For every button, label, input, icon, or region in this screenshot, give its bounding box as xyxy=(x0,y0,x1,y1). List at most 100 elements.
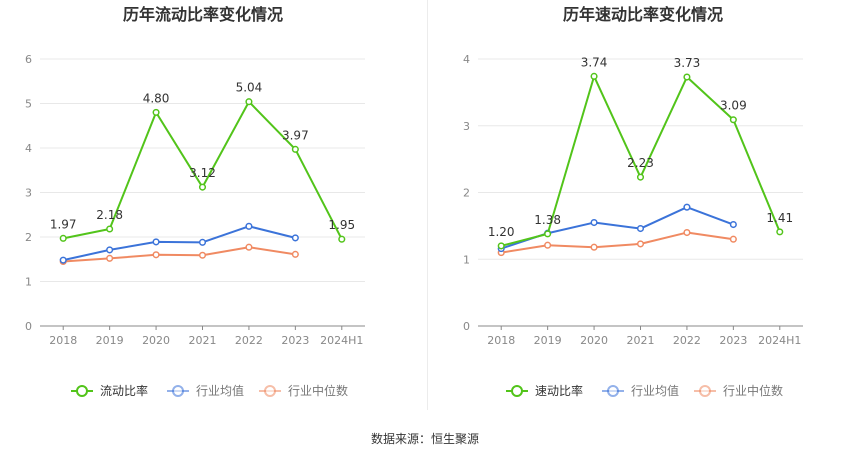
legend-marker xyxy=(76,385,88,397)
data-point-industry_median xyxy=(291,250,299,258)
x-tick-label: 2023 xyxy=(719,334,747,347)
legend-marker xyxy=(172,385,184,397)
y-tick-label: 4 xyxy=(463,53,470,66)
data-label: 3.74 xyxy=(581,55,608,69)
y-tick-label: 6 xyxy=(25,53,32,66)
legend-marker xyxy=(607,385,619,397)
data-point-industry_avg xyxy=(636,224,645,233)
legend-item-industry_avg[interactable]: 行业均值 xyxy=(167,383,244,398)
data-point-company xyxy=(497,242,505,250)
data-point-company xyxy=(106,225,114,233)
chart-panel-1: 历年流动比率变化情况 0 1 2 3 4 5 6 2018 2019 2020 2021 2022 202… xyxy=(25,5,365,398)
series-line-industry_median xyxy=(63,246,296,263)
x-tick-label: 2024H1 xyxy=(758,334,801,347)
data-point-company xyxy=(590,72,598,80)
panel-divider xyxy=(427,0,428,410)
legend-item-industry_median[interactable]: 行业中位数 xyxy=(694,383,783,398)
x-tick-label: 2024H1 xyxy=(320,334,363,347)
data-point-industry_median xyxy=(198,251,207,259)
data-label: 1.20 xyxy=(488,225,515,239)
legend-label: 行业中位数 xyxy=(288,383,348,398)
data-point-company xyxy=(338,235,346,243)
data-label: 1.97 xyxy=(50,217,77,231)
legend-label: 速动比率 xyxy=(535,383,583,398)
data-label: 4.80 xyxy=(143,91,170,105)
data-point-industry_avg xyxy=(245,222,253,230)
y-tick-label: 1 xyxy=(463,253,470,266)
legend-label: 行业均值 xyxy=(631,383,679,398)
data-point-industry_avg xyxy=(291,234,299,242)
y-tick-label: 3 xyxy=(463,120,470,133)
data-point-company xyxy=(291,145,299,153)
legend-label: 行业均值 xyxy=(196,383,244,398)
x-tick-label: 2020 xyxy=(142,334,170,347)
legend-item-industry_avg[interactable]: 行业均值 xyxy=(602,383,679,398)
data-point-industry_avg xyxy=(590,218,598,227)
chart-panel-2: 历年速动比率变化情况 0 1 2 3 4 2018 2019 2020 2021 2022 2023 2… xyxy=(463,5,803,398)
data-point-industry_median xyxy=(636,240,645,248)
data-point-industry_median xyxy=(590,243,598,251)
legend-marker xyxy=(264,385,276,397)
series-line-industry_avg xyxy=(62,225,296,262)
data-point-company xyxy=(152,108,160,116)
data-point-industry_median xyxy=(729,235,737,243)
y-tick-label: 1 xyxy=(25,276,32,289)
data-point-industry_avg xyxy=(729,220,737,229)
data-point-industry_avg xyxy=(198,238,207,246)
data-point-industry_avg xyxy=(106,246,114,254)
y-tick-label: 0 xyxy=(25,320,32,333)
data-label: 1.95 xyxy=(328,218,355,232)
data-point-industry_avg xyxy=(152,238,160,246)
data-label: 1.41 xyxy=(766,211,793,225)
x-tick-label: 2021 xyxy=(627,334,655,347)
data-point-industry_median xyxy=(106,254,114,262)
data-point-industry_median xyxy=(152,251,160,259)
series-line-industry_median xyxy=(501,231,734,254)
data-point-company xyxy=(729,116,737,124)
x-tick-label: 2018 xyxy=(49,334,77,347)
data-label: 3.97 xyxy=(282,128,309,142)
legend-item-industry_median[interactable]: 行业中位数 xyxy=(259,383,348,398)
y-tick-label: 2 xyxy=(25,231,32,244)
y-tick-label: 4 xyxy=(25,142,32,155)
data-point-company xyxy=(776,228,784,236)
legend-label: 流动比率 xyxy=(100,383,148,398)
data-label: 3.12 xyxy=(189,166,216,180)
data-point-industry_avg xyxy=(59,256,67,264)
x-tick-label: 2019 xyxy=(534,334,562,347)
data-label: 1.38 xyxy=(534,213,561,227)
y-tick-label: 2 xyxy=(463,187,470,200)
chart-title: 历年流动比率变化情况 xyxy=(123,5,283,24)
data-label: 3.73 xyxy=(674,56,701,70)
legend-item-company[interactable]: 速动比率 xyxy=(506,383,583,398)
data-label: 5.04 xyxy=(236,81,263,95)
x-tick-label: 2018 xyxy=(487,334,515,347)
data-point-company xyxy=(245,98,253,106)
y-tick-label: 3 xyxy=(25,187,32,200)
data-point-industry_median xyxy=(544,241,552,249)
data-label: 2.23 xyxy=(627,156,654,170)
data-point-company xyxy=(198,183,207,191)
legend-item-company[interactable]: 流动比率 xyxy=(71,383,148,398)
data-point-company xyxy=(636,173,645,181)
legend-marker xyxy=(511,385,523,397)
legend-marker xyxy=(699,385,711,397)
data-point-company xyxy=(544,230,552,238)
x-tick-label: 2019 xyxy=(96,334,124,347)
x-tick-label: 2022 xyxy=(673,334,701,347)
x-tick-label: 2023 xyxy=(281,334,309,347)
y-tick-label: 0 xyxy=(463,320,470,333)
legend-label: 行业中位数 xyxy=(723,383,783,398)
data-point-company xyxy=(683,73,691,81)
chart-title: 历年速动比率变化情况 xyxy=(563,5,723,24)
y-tick-label: 5 xyxy=(25,98,32,111)
data-point-industry_median xyxy=(683,229,691,237)
data-point-company xyxy=(59,234,67,242)
data-point-industry_median xyxy=(245,243,253,251)
data-label: 2.18 xyxy=(96,208,123,222)
x-tick-label: 2021 xyxy=(189,334,217,347)
data-point-industry_avg xyxy=(683,203,691,211)
data-label: 3.09 xyxy=(720,99,747,113)
x-tick-label: 2022 xyxy=(235,334,263,347)
